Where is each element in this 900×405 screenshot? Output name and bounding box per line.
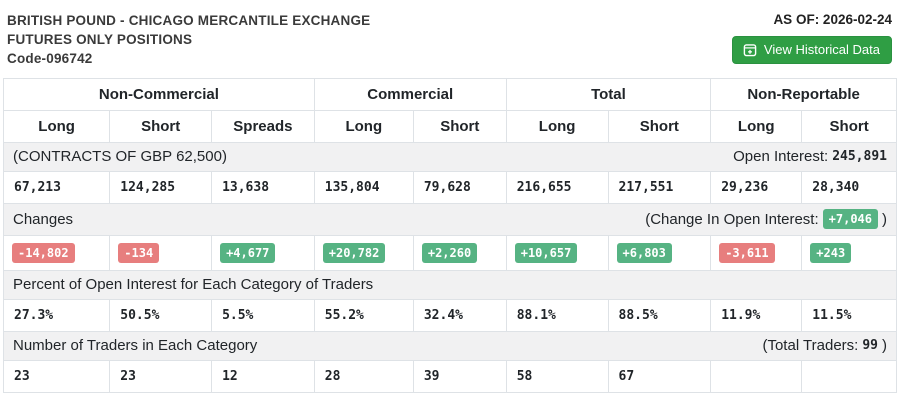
change-badge: +243 — [810, 243, 852, 263]
percents-cell: 88.5% — [607, 299, 712, 332]
group-header-row: Non-Commercial Commercial Total Non-Repo… — [3, 78, 897, 111]
changes-cell: +4,677 — [211, 235, 315, 271]
traders-cell: 23 — [109, 360, 213, 393]
group-header-non-commercial: Non-Commercial — [3, 78, 315, 111]
contracts-label: (CONTRACTS OF GBP 62,500) — [13, 148, 227, 165]
traders-cell: 39 — [412, 360, 507, 393]
positions-row: 67,213 124,285 13,638 135,804 79,628 216,655 2… — [2, 171, 897, 204]
traders-cell: 28 — [313, 360, 414, 393]
change-badge: +20,782 — [322, 243, 386, 263]
column-header-long-5: Long — [505, 110, 609, 143]
column-header-spreads-2: Spreads — [211, 110, 315, 143]
change-oi-badge: +7,046 — [822, 209, 878, 229]
percents-cell: 50.5% — [109, 299, 213, 332]
group-header-commercial: Commercial — [313, 78, 507, 111]
percent-label: Percent of Open Interest for Each Catego… — [13, 276, 374, 293]
view-historical-data-button[interactable]: View Historical Data — [731, 36, 892, 64]
report-title-line1: BRITISH POUND - CHICAGO MERCANTILE EXCHA… — [7, 13, 371, 28]
column-header-short-1: Short — [109, 110, 213, 143]
percents-row: 27.3% 50.5% 5.5% 55.2% 32.4% 88.1% 88.5% 11.9% 1… — [2, 299, 897, 332]
contracts-band-row: (CONTRACTS OF GBP 62,500) Open Interest:… — [3, 142, 897, 172]
percents-cell: 11.9% — [710, 299, 803, 332]
positions-cell: 29,236 — [710, 171, 803, 204]
group-header-total: Total — [505, 78, 712, 111]
changes-row: -14,802 -134 +4,677 +20,782 +2,260 +10,657 +6,… — [2, 235, 897, 271]
change-badge: -14,802 — [12, 243, 75, 263]
column-header-long-3: Long — [313, 110, 414, 143]
column-header-short-6: Short — [607, 110, 712, 143]
percents-cell: 5.5% — [211, 299, 315, 332]
report-titles: BRITISH POUND - CHICAGO MERCANTILE EXCHA… — [7, 11, 370, 68]
view-historical-data-label: View Historical Data — [763, 42, 880, 57]
changes-cell: +6,803 — [607, 235, 712, 271]
percents-cell: 11.5% — [801, 299, 897, 332]
traders-label: Number of Traders in Each Category — [13, 337, 258, 354]
traders-cell: 23 — [2, 360, 111, 393]
traders-band-cell: Number of Traders in Each Category (Tota… — [3, 331, 897, 361]
changes-cell: +2,260 — [412, 235, 507, 271]
column-header-long-0: Long — [2, 110, 111, 143]
changes-cell: -134 — [109, 235, 213, 271]
changes-band-row: Changes (Change In Open Interest: +7,046… — [3, 203, 897, 236]
page-header: BRITISH POUND - CHICAGO MERCANTILE EXCHA… — [0, 0, 900, 78]
positions-cell: 124,285 — [109, 171, 213, 204]
total-traders-prefix: (Total Traders: — [762, 337, 859, 354]
change-badge: +10,657 — [514, 243, 578, 263]
traders-cell — [710, 360, 803, 393]
column-header-short-8: Short — [801, 110, 897, 143]
change-oi-suffix: ) — [882, 210, 887, 228]
percent-band-cell: Percent of Open Interest for Each Catego… — [3, 270, 897, 300]
column-header-row: Long Short Spreads Long Short Long Short Long Sh… — [2, 110, 897, 143]
total-traders-value: 99 — [862, 338, 878, 353]
positions-cell: 79,628 — [412, 171, 507, 204]
open-interest-value: 245,891 — [832, 149, 887, 164]
changes-cell: -3,611 — [710, 235, 803, 271]
change-badge: +2,260 — [421, 243, 478, 263]
contracts-band-cell: (CONTRACTS OF GBP 62,500) Open Interest:… — [3, 142, 897, 172]
positions-cell: 216,655 — [505, 171, 609, 204]
report-title-line2: FUTURES ONLY POSITIONS — [7, 32, 193, 47]
traders-cell — [801, 360, 897, 393]
positions-cell: 28,340 — [801, 171, 897, 204]
column-header-long-7: Long — [710, 110, 803, 143]
positions-cell: 67,213 — [2, 171, 111, 204]
changes-cell: +10,657 — [505, 235, 609, 271]
changes-band-cell: Changes (Change In Open Interest: +7,046… — [3, 203, 897, 236]
percents-cell: 27.3% — [2, 299, 111, 332]
changes-cell: +20,782 — [313, 235, 414, 271]
changes-cell: -14,802 — [2, 235, 111, 271]
percent-band-row: Percent of Open Interest for Each Catego… — [3, 270, 897, 300]
total-traders-suffix: ) — [882, 337, 887, 354]
traders-cell: 12 — [211, 360, 315, 393]
change-badge: +6,803 — [616, 243, 672, 263]
positions-cell: 135,804 — [313, 171, 414, 204]
header-right: AS OF: 2026-02-24 View Historical Data — [731, 11, 894, 64]
percents-cell: 55.2% — [313, 299, 414, 332]
positions-cell: 217,551 — [607, 171, 712, 204]
change-oi-prefix: (Change In Open Interest: — [645, 210, 819, 228]
open-interest-label: Open Interest: — [733, 148, 829, 165]
cot-report-table: Non-Commercial Commercial Total Non-Repo… — [2, 78, 897, 393]
change-badge: +4,677 — [220, 243, 276, 263]
changes-label: Changes — [13, 210, 74, 228]
change-badge: -134 — [118, 243, 160, 263]
percents-cell: 32.4% — [412, 299, 507, 332]
changes-cell: +243 — [801, 235, 897, 271]
group-header-non-reportable: Non-Reportable — [710, 78, 897, 111]
column-header-short-4: Short — [412, 110, 507, 143]
percents-cell: 88.1% — [505, 299, 609, 332]
change-badge: -3,611 — [719, 243, 775, 263]
report-code: Code-096742 — [7, 51, 93, 66]
traders-cell: 67 — [607, 360, 712, 393]
as-of-date: AS OF: 2026-02-24 — [773, 12, 892, 27]
traders-cell: 58 — [505, 360, 609, 393]
positions-cell: 13,638 — [211, 171, 315, 204]
traders-row: 23 23 12 28 39 58 67 — [2, 360, 897, 393]
traders-band-row: Number of Traders in Each Category (Tota… — [3, 331, 897, 361]
calendar-plus-icon — [743, 43, 757, 57]
